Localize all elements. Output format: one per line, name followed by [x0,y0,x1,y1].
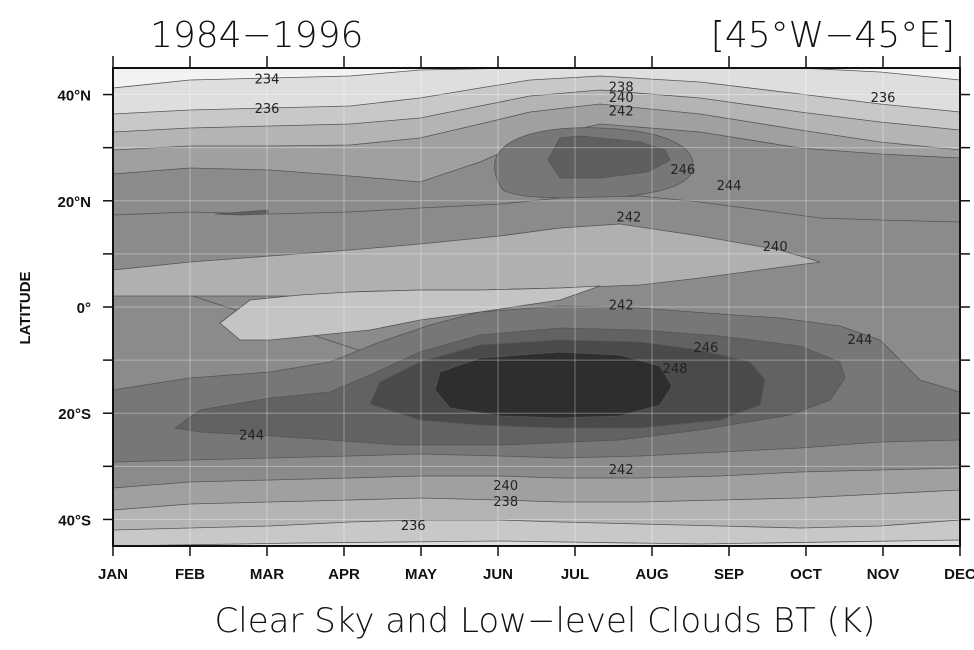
x-axis-label: Clear Sky and Low−level Clouds BT (K) [215,601,876,641]
x-tick-label: JAN [98,566,128,583]
band-240-inner [219,285,601,341]
contour-label: 238 [493,495,518,510]
x-axis: JAN FEB MAR APR MAY JUN JUL AUG SEP OCT NOV DEC [98,56,974,583]
band-246 [547,135,671,179]
grid [113,68,960,546]
y-tick-label: 20°S [58,406,91,423]
y-axis-label: LATITUDE [17,271,34,344]
y-tick-label: 40°S [58,512,91,529]
contour-label: 244 [239,428,264,443]
contour-label: 234 [255,73,280,88]
contour-label: 238 [609,81,634,96]
contour-label: 246 [693,341,718,356]
contour-label: 242 [609,463,634,478]
plot-area [113,68,960,546]
contour-label: 236 [401,519,426,534]
chart-title-region: [45°W−45°E] [711,15,955,56]
x-tick-label: APR [328,566,360,583]
contour-label: 240 [609,91,634,106]
x-tick-label: OCT [790,566,822,583]
contour-label: 240 [493,479,518,494]
y-tick-label: 20°N [57,194,91,211]
contour-fills [113,68,960,546]
y-tick-label: 40°N [57,88,91,105]
y-tick-label: 0° [77,300,91,317]
contour-label: 246 [670,163,695,178]
contour-label: 240 [763,240,788,255]
x-tick-label: JUL [561,566,589,583]
contour-label: 244 [717,179,742,194]
contour-label: 242 [609,298,634,313]
contour-label: 248 [663,362,688,377]
x-tick-label: NOV [867,566,900,583]
contour-label: 236 [255,102,280,117]
x-tick-label: MAR [250,566,284,583]
x-tick-label: MAY [405,566,437,583]
contour-label: 242 [609,104,634,119]
x-tick-label: FEB [175,566,205,583]
contour-labels: 2342362382402422462442422402362422462482… [239,73,895,534]
small-contour-feb [214,209,269,216]
x-tick-label: JUN [483,566,513,583]
band-234-southern [113,539,960,546]
x-tick-label: SEP [714,566,744,583]
contour-label: 236 [871,91,896,106]
x-tick-label: AUG [635,566,668,583]
contour-label: 242 [616,211,641,226]
contour-label: 244 [847,333,872,348]
chart-title-period: 1984−1996 [150,15,363,56]
band-250-south [434,351,673,419]
x-tick-label: DEC [944,566,974,583]
band-236-southern [113,519,960,546]
y-axis: 40°N 20°N 0° 20°S 40°S [57,88,970,529]
